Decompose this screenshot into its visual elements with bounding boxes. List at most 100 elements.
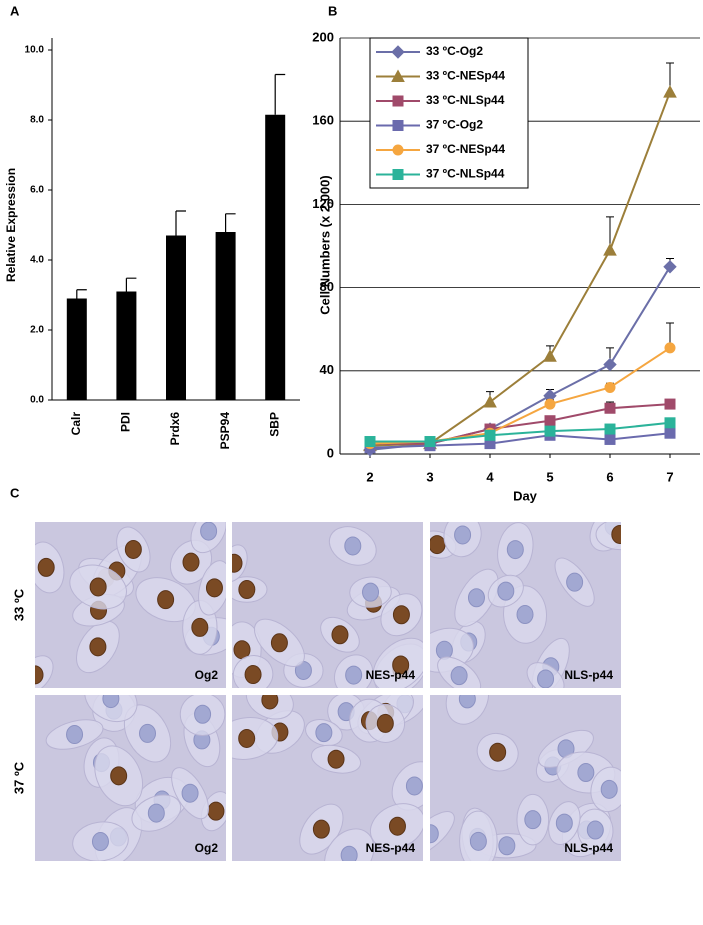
data-point — [604, 402, 616, 414]
legend-marker — [392, 144, 404, 156]
legend-label: 37 ºC-NESp44 — [426, 142, 505, 156]
row-label: 33 ºC — [11, 588, 26, 621]
nucleus — [110, 766, 128, 786]
legend-label: 37 ºC-NLSp44 — [426, 167, 505, 181]
x-tick-label: Prdx6 — [168, 412, 182, 446]
nucleus — [181, 783, 199, 803]
nucleus — [182, 552, 200, 572]
image-label: NES-p44 — [366, 668, 416, 682]
micrograph: Og2 — [35, 695, 226, 861]
cells — [45, 695, 226, 861]
nucleus — [194, 704, 212, 724]
y-tick-label: 4.0 — [30, 255, 44, 266]
series-line — [370, 403, 671, 445]
nucleus — [66, 725, 84, 745]
x-axis-label: Day — [513, 488, 538, 503]
x-tick-label: 2 — [366, 469, 373, 484]
data-point — [544, 425, 556, 437]
nucleus — [261, 695, 279, 710]
x-tick-label: PDI — [119, 412, 133, 432]
nucleus — [340, 845, 358, 861]
cells — [232, 526, 423, 688]
nucleus — [537, 669, 555, 688]
nucleus — [345, 665, 363, 685]
x-tick-label: 4 — [486, 469, 494, 484]
nucleus — [124, 539, 142, 559]
y-tick-label: 2.0 — [30, 325, 44, 336]
image-label: Og2 — [195, 668, 219, 682]
data-point — [364, 436, 376, 448]
x-tick-label: 7 — [666, 469, 673, 484]
bar — [265, 114, 286, 400]
nucleus — [238, 580, 256, 600]
cells — [430, 695, 621, 861]
y-tick-label: 160 — [312, 113, 334, 128]
cells — [232, 695, 423, 861]
nucleus — [450, 666, 468, 686]
y-tick-label: 8.0 — [30, 115, 44, 126]
error-bar — [274, 73, 286, 115]
data-point — [604, 423, 616, 435]
y-tick-label: 80 — [320, 279, 334, 294]
nucleus — [331, 625, 349, 645]
nucleus — [430, 824, 439, 844]
data-point — [604, 433, 616, 445]
y-axis-label: Cell Numbers (x 2,000) — [317, 175, 332, 314]
micrograph: NES-p44 — [232, 695, 423, 861]
data-point — [664, 398, 676, 410]
nucleus — [586, 820, 604, 840]
nucleus — [405, 776, 423, 796]
nucleus — [458, 695, 476, 709]
legend-marker — [392, 169, 404, 180]
legend-label: 33 ºC-Og2 — [426, 44, 483, 58]
legend-marker — [392, 120, 404, 131]
nucleus — [555, 813, 573, 833]
error-bar — [225, 213, 236, 232]
cells — [35, 522, 226, 688]
bar — [166, 235, 186, 400]
legend-marker — [391, 69, 405, 82]
nucleus — [102, 695, 120, 709]
data-point — [484, 429, 496, 441]
nucleus — [91, 832, 109, 852]
nucleus — [191, 617, 209, 637]
data-point — [543, 349, 557, 362]
nucleus — [566, 572, 584, 592]
data-point — [664, 342, 676, 354]
bar — [66, 298, 87, 400]
nucleus — [516, 605, 534, 625]
data-point — [603, 243, 617, 256]
nucleus — [139, 723, 157, 743]
panel-label: C — [10, 485, 20, 500]
image-label: NLS-p44 — [564, 668, 613, 682]
image-label: Og2 — [195, 841, 219, 855]
nucleus — [489, 742, 507, 762]
nucleus — [157, 590, 175, 610]
nucleus — [200, 522, 218, 541]
y-tick-label: 40 — [320, 362, 334, 377]
data-point — [424, 436, 436, 448]
nucleus — [270, 633, 288, 653]
x-tick-label: 6 — [606, 469, 613, 484]
nucleus — [147, 803, 165, 823]
nucleus — [392, 605, 410, 625]
x-tick-label: SBP — [267, 412, 281, 437]
nucleus — [362, 582, 380, 602]
nucleus — [35, 665, 44, 685]
panel-label: B — [328, 3, 337, 18]
nucleus — [454, 525, 472, 545]
nucleus — [600, 779, 618, 799]
data-point — [544, 415, 556, 427]
legend-label: 37 ºC-Og2 — [426, 118, 483, 132]
panel-label: A — [10, 3, 20, 18]
y-axis-label: Relative Expression — [4, 168, 18, 282]
legend-label: 33 ºC-NESp44 — [426, 69, 505, 83]
data-point — [544, 398, 556, 410]
data-point — [603, 357, 617, 372]
nucleus — [524, 810, 542, 830]
error-bar — [125, 277, 137, 292]
series-line — [369, 432, 671, 449]
image-label: NLS-p44 — [564, 841, 613, 855]
legend-box — [369, 37, 529, 189]
nucleus — [315, 723, 333, 743]
